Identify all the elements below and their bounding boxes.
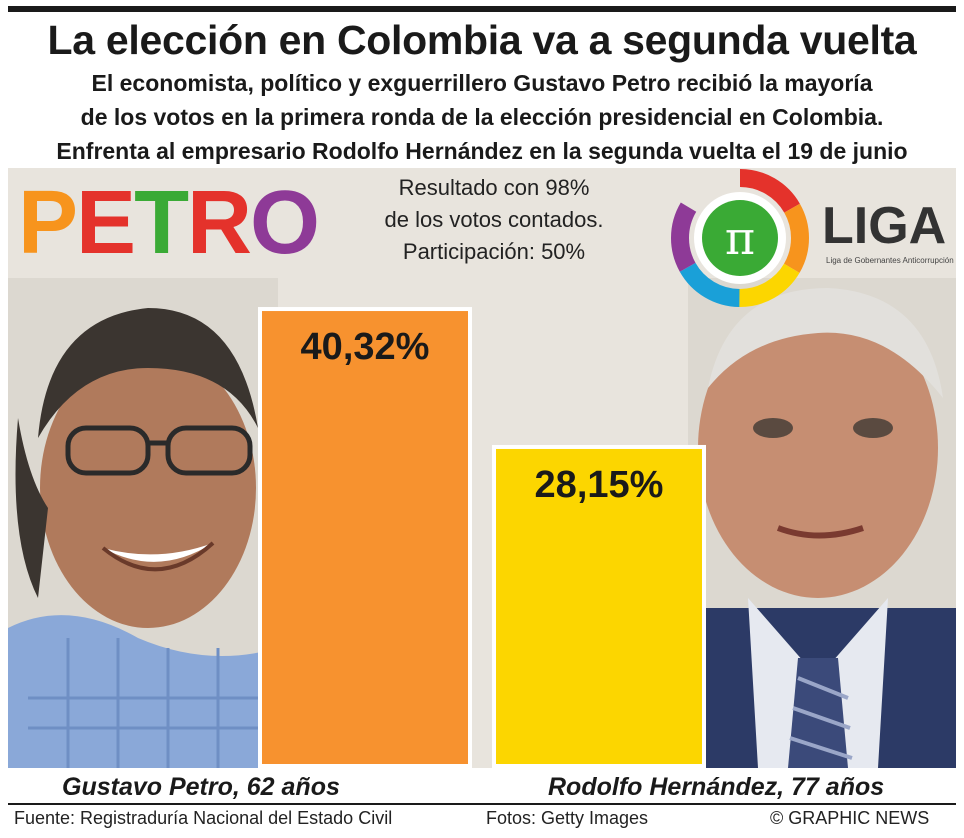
hernandez-photo: [688, 278, 956, 768]
petro-logo-letter: R: [187, 173, 252, 273]
bar-hernandez-value-label: 28,15%: [534, 463, 664, 506]
bar-petro: [258, 307, 472, 768]
subtitle-line-3: Enfrenta al empresario Rodolfo Hernández…: [56, 138, 908, 164]
petro-logo-letter: P: [18, 173, 78, 273]
liga-name: LIGA: [822, 197, 947, 255]
petro-logo-letter: T: [134, 173, 189, 273]
petro-logo-letter: O: [250, 173, 320, 273]
category-label-hernandez: Rodolfo Hernández, 77 años: [548, 773, 885, 801]
petro-logo-letter: E: [76, 173, 136, 273]
liga-tagline: Liga de Gobernantes Anticorrupción: [826, 256, 954, 265]
bar-petro-value-label: 40,32%: [300, 326, 430, 369]
chart-panel: PETRO π LIGA Liga de Gobernantes Anticor…: [8, 168, 956, 768]
subtitle-line-2: de los votos en la primera ronda de la e…: [80, 104, 884, 130]
photo-credit: Fotos: Getty Images: [486, 808, 649, 828]
source-note: Fuente: Registraduría Nacional del Estad…: [14, 808, 393, 828]
category-label-petro: Gustavo Petro, 62 años: [62, 773, 340, 801]
subtitle: El economista, político y exguerrillero …: [0, 66, 964, 168]
results-note: Resultado con 98% de los votos contados.…: [304, 172, 684, 268]
bar-chart: [258, 307, 706, 768]
petro-logo: PETRO: [18, 178, 320, 268]
liga-ring-icon: π: [671, 169, 809, 307]
liga-symbol: π: [725, 211, 755, 265]
liga-logo: π LIGA Liga de Gobernantes Anticorrupció…: [668, 168, 956, 308]
subtitle-line-1: El economista, político y exguerrillero …: [91, 70, 873, 96]
note-line-3: Participación: 50%: [402, 239, 586, 264]
bar-hernandez: [492, 444, 706, 768]
copyright-credit: © GRAPHIC NEWS: [770, 808, 930, 828]
page-title: La elección en Colombia va a segunda vue…: [47, 17, 917, 63]
bottom-rule: [8, 803, 956, 805]
note-line-1: Resultado con 98%: [398, 175, 590, 200]
note-line-2: de los votos contados.: [384, 207, 604, 232]
petro-photo: [8, 278, 278, 768]
top-rule: [8, 6, 956, 12]
